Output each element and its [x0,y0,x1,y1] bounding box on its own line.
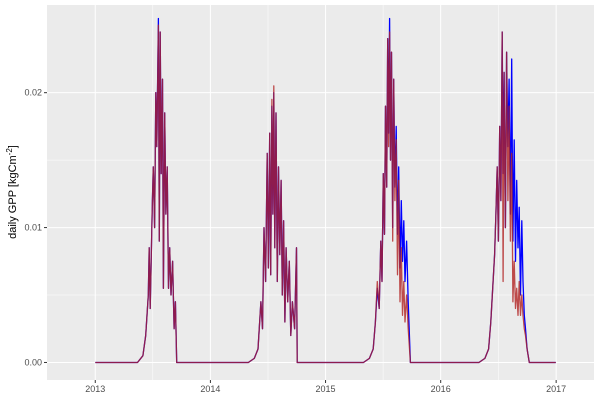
y-axis-label: daily GPP [kgCm-2] [5,145,19,239]
x-tick-label: 2015 [316,384,336,394]
x-tick-label: 2016 [431,384,451,394]
x-tick-label: 2013 [85,384,105,394]
y-tick-label: 0.02 [24,88,42,98]
y-tick-label: 0.00 [24,357,42,367]
series-line-2 [95,24,556,364]
grid-lines [47,5,594,380]
y-tick-label: 0.01 [24,223,42,233]
x-tick-label: 2017 [546,384,566,394]
axes: 0.00 0.01 0.02 2013 2014 2015 2016 2017 [24,88,566,394]
x-tick-label: 2014 [200,384,220,394]
series-lines [95,17,556,364]
